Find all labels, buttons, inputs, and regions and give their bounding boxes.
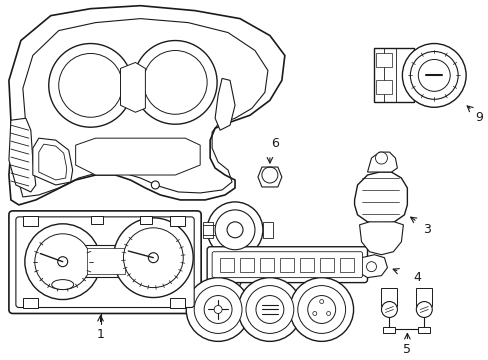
- Bar: [220, 258, 234, 272]
- Circle shape: [289, 278, 353, 341]
- Text: 8: 8: [265, 248, 273, 261]
- Text: 9: 9: [474, 111, 482, 124]
- Text: 1: 1: [97, 328, 104, 341]
- Circle shape: [59, 54, 122, 117]
- Polygon shape: [9, 118, 36, 192]
- Bar: [86, 248, 125, 274]
- Bar: [90, 216, 102, 224]
- Circle shape: [215, 210, 254, 250]
- Circle shape: [35, 234, 90, 289]
- Circle shape: [366, 262, 376, 272]
- Bar: [299, 258, 313, 272]
- Circle shape: [307, 296, 335, 323]
- Polygon shape: [359, 222, 403, 255]
- Bar: [240, 258, 253, 272]
- Text: 7: 7: [236, 278, 244, 291]
- Polygon shape: [354, 172, 407, 225]
- Circle shape: [203, 296, 232, 323]
- Bar: [381, 288, 397, 306]
- Polygon shape: [33, 138, 73, 185]
- Polygon shape: [39, 144, 66, 180]
- Polygon shape: [258, 167, 281, 187]
- FancyBboxPatch shape: [207, 247, 367, 283]
- Circle shape: [49, 44, 132, 127]
- Ellipse shape: [52, 280, 74, 289]
- Circle shape: [148, 253, 158, 263]
- Polygon shape: [76, 138, 200, 175]
- Bar: [170, 216, 185, 226]
- Circle shape: [255, 296, 283, 323]
- Text: 6: 6: [270, 137, 278, 150]
- Circle shape: [297, 285, 345, 333]
- Text: 3: 3: [423, 223, 430, 236]
- Circle shape: [312, 311, 316, 315]
- Circle shape: [186, 278, 249, 341]
- Bar: [203, 222, 213, 238]
- Bar: [263, 222, 272, 238]
- Circle shape: [319, 300, 323, 303]
- Bar: [23, 298, 38, 307]
- Bar: [319, 258, 333, 272]
- Circle shape: [226, 222, 243, 238]
- Text: 4: 4: [412, 271, 420, 284]
- FancyBboxPatch shape: [9, 211, 201, 314]
- Bar: [83, 245, 128, 276]
- Circle shape: [415, 302, 431, 318]
- Bar: [415, 288, 431, 306]
- Circle shape: [245, 285, 293, 333]
- Bar: [279, 258, 293, 272]
- Circle shape: [123, 228, 183, 288]
- Circle shape: [402, 44, 465, 107]
- Bar: [260, 258, 273, 272]
- Circle shape: [194, 285, 242, 333]
- Bar: [339, 258, 353, 272]
- Circle shape: [238, 278, 301, 341]
- FancyBboxPatch shape: [16, 217, 194, 307]
- Circle shape: [143, 50, 207, 114]
- Circle shape: [409, 51, 457, 99]
- Bar: [374, 48, 413, 102]
- Circle shape: [207, 202, 263, 258]
- Bar: [170, 298, 185, 307]
- Circle shape: [151, 181, 159, 189]
- Circle shape: [417, 59, 449, 91]
- Circle shape: [375, 152, 386, 164]
- Text: 2: 2: [290, 301, 298, 314]
- Polygon shape: [367, 152, 397, 172]
- Circle shape: [25, 224, 101, 300]
- Bar: [376, 80, 392, 94]
- Circle shape: [381, 302, 397, 318]
- Circle shape: [113, 218, 193, 298]
- Polygon shape: [354, 255, 386, 278]
- Bar: [383, 328, 395, 333]
- Bar: [417, 328, 429, 333]
- Bar: [376, 54, 392, 67]
- Polygon shape: [120, 62, 145, 112]
- Bar: [23, 216, 38, 226]
- Circle shape: [326, 311, 330, 315]
- FancyBboxPatch shape: [212, 252, 362, 278]
- Circle shape: [133, 41, 217, 124]
- Circle shape: [214, 306, 222, 314]
- Circle shape: [58, 257, 67, 267]
- Bar: [140, 216, 152, 224]
- Polygon shape: [215, 78, 235, 130]
- Polygon shape: [9, 6, 285, 205]
- Text: 5: 5: [403, 343, 410, 356]
